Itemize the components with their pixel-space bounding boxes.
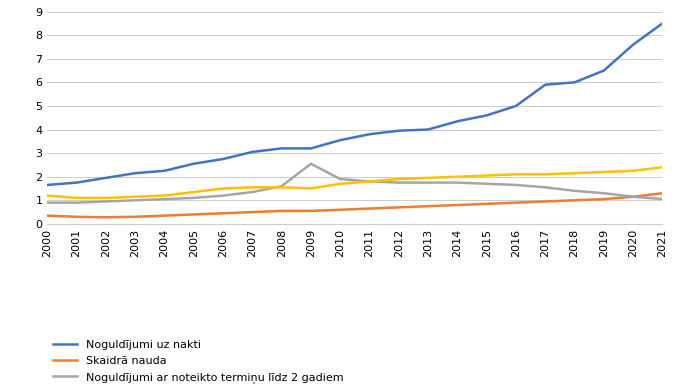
Noguldījumi ar noteikto termiņu līdz 2 gadiem xyxy=(190,196,198,200)
Noguldījumi ar noteikto termiņu līdz 2 gadiem xyxy=(629,195,637,199)
Noguldījumi ar noteikto termiņu līdz 2 gadiem xyxy=(424,180,432,185)
Noguldījumi uz nakti xyxy=(600,68,608,73)
Noguldījumi ar brīdinājuma termiņu par izņemšanu xyxy=(278,185,286,190)
Noguldījumi ar noteikto termiņu līdz 2 gadiem xyxy=(131,198,139,203)
Noguldījumi ar brīdinājuma termiņu par izņemšanu xyxy=(658,165,667,169)
Noguldījumi uz nakti xyxy=(541,82,550,87)
Noguldījumi ar brīdinājuma termiņu par izņemšanu xyxy=(571,171,579,176)
Noguldījumi ar noteikto termiņu līdz 2 gadiem xyxy=(278,184,286,188)
Noguldījumi uz nakti xyxy=(278,146,286,151)
Noguldījumi uz nakti xyxy=(190,161,198,166)
Noguldījumi ar noteikto termiņu līdz 2 gadiem xyxy=(336,177,344,181)
Skaidrā nauda xyxy=(629,195,637,199)
Noguldījumi ar brīdinājuma termiņu par izņemšanu xyxy=(160,193,168,198)
Noguldījumi uz nakti xyxy=(248,150,256,154)
Noguldījumi ar brīdinājuma termiņu par izņemšanu xyxy=(424,176,432,180)
Noguldījumi uz nakti xyxy=(658,21,667,26)
Skaidrā nauda xyxy=(366,206,374,211)
Noguldījumi ar noteikto termiņu līdz 2 gadiem xyxy=(219,193,227,198)
Noguldījumi uz nakti xyxy=(43,183,51,187)
Noguldījumi ar noteikto termiņu līdz 2 gadiem xyxy=(72,200,80,205)
Noguldījumi ar noteikto termiņu līdz 2 gadiem xyxy=(541,185,550,190)
Noguldījumi ar brīdinājuma termiņu par izņemšanu xyxy=(248,185,256,190)
Skaidrā nauda xyxy=(600,197,608,201)
Noguldījumi ar noteikto termiņu līdz 2 gadiem xyxy=(600,191,608,196)
Noguldījumi uz nakti xyxy=(571,80,579,85)
Skaidrā nauda xyxy=(248,210,256,214)
Noguldījumi ar noteikto termiņu līdz 2 gadiem xyxy=(395,180,403,185)
Noguldījumi ar noteikto termiņu līdz 2 gadiem xyxy=(571,188,579,193)
Noguldījumi uz nakti xyxy=(366,132,374,137)
Noguldījumi ar noteikto termiņu līdz 2 gadiem xyxy=(454,180,462,185)
Noguldījumi ar noteikto termiņu līdz 2 gadiem xyxy=(366,179,374,184)
Noguldījumi ar noteikto termiņu līdz 2 gadiem xyxy=(512,183,520,187)
Noguldījumi uz nakti xyxy=(102,176,110,180)
Noguldījumi uz nakti xyxy=(336,138,344,142)
Skaidrā nauda xyxy=(72,215,80,219)
Noguldījumi ar noteikto termiņu līdz 2 gadiem xyxy=(483,181,491,186)
Noguldījumi ar brīdinājuma termiņu par izņemšanu xyxy=(512,172,520,177)
Noguldījumi ar noteikto termiņu līdz 2 gadiem xyxy=(43,200,51,205)
Noguldījumi ar noteikto termiņu līdz 2 gadiem xyxy=(307,161,315,166)
Line: Noguldījumi uz nakti: Noguldījumi uz nakti xyxy=(47,24,662,185)
Skaidrā nauda xyxy=(658,191,667,196)
Noguldījumi uz nakti xyxy=(454,119,462,124)
Skaidrā nauda xyxy=(131,215,139,219)
Skaidrā nauda xyxy=(43,213,51,218)
Noguldījumi ar noteikto termiņu līdz 2 gadiem xyxy=(248,190,256,195)
Noguldījumi uz nakti xyxy=(512,103,520,108)
Noguldījumi ar brīdinājuma termiņu par izņemšanu xyxy=(454,174,462,179)
Skaidrā nauda xyxy=(454,203,462,207)
Noguldījumi ar brīdinājuma termiņu par izņemšanu xyxy=(307,186,315,191)
Noguldījumi ar brīdinājuma termiņu par izņemšanu xyxy=(43,193,51,198)
Noguldījumi uz nakti xyxy=(395,129,403,133)
Skaidrā nauda xyxy=(278,208,286,213)
Noguldījumi ar brīdinājuma termiņu par izņemšanu xyxy=(395,177,403,181)
Noguldījumi uz nakti xyxy=(160,168,168,173)
Line: Skaidrā nauda: Skaidrā nauda xyxy=(47,193,662,217)
Skaidrā nauda xyxy=(219,211,227,215)
Noguldījumi ar noteikto termiņu līdz 2 gadiem xyxy=(102,199,110,204)
Skaidrā nauda xyxy=(571,198,579,203)
Noguldījumi uz nakti xyxy=(307,146,315,151)
Noguldījumi ar brīdinājuma termiņu par izņemšanu xyxy=(366,179,374,184)
Noguldījumi uz nakti xyxy=(424,127,432,132)
Line: Noguldījumi ar noteikto termiņu līdz 2 gadiem: Noguldījumi ar noteikto termiņu līdz 2 g… xyxy=(47,164,662,203)
Noguldījumi ar brīdinājuma termiņu par izņemšanu xyxy=(483,173,491,178)
Noguldījumi ar brīdinājuma termiņu par izņemšanu xyxy=(131,195,139,199)
Noguldījumi ar noteikto termiņu līdz 2 gadiem xyxy=(658,197,667,201)
Skaidrā nauda xyxy=(483,201,491,206)
Legend: Noguldījumi uz nakti, Skaidrā nauda, Noguldījumi ar noteikto termiņu līdz 2 gadi: Noguldījumi uz nakti, Skaidrā nauda, Nog… xyxy=(53,340,372,386)
Noguldījumi ar brīdinājuma termiņu par izņemšanu xyxy=(219,186,227,191)
Skaidrā nauda xyxy=(336,207,344,212)
Skaidrā nauda xyxy=(190,212,198,217)
Noguldījumi ar brīdinājuma termiņu par izņemšanu xyxy=(541,172,550,177)
Noguldījumi ar brīdinājuma termiņu par izņemšanu xyxy=(190,190,198,195)
Noguldījumi uz nakti xyxy=(219,157,227,161)
Skaidrā nauda xyxy=(512,200,520,205)
Noguldījumi ar brīdinājuma termiņu par izņemšanu xyxy=(600,170,608,174)
Noguldījumi ar brīdinājuma termiņu par izņemšanu xyxy=(629,168,637,173)
Skaidrā nauda xyxy=(307,208,315,213)
Noguldījumi ar brīdinājuma termiņu par izņemšanu xyxy=(72,196,80,200)
Noguldījumi ar noteikto termiņu līdz 2 gadiem xyxy=(160,197,168,201)
Noguldījumi uz nakti xyxy=(483,113,491,118)
Line: Noguldījumi ar brīdinājuma termiņu par izņemšanu: Noguldījumi ar brīdinājuma termiņu par i… xyxy=(47,167,662,198)
Skaidrā nauda xyxy=(541,199,550,204)
Noguldījumi uz nakti xyxy=(72,180,80,185)
Noguldījumi ar brīdinājuma termiņu par izņemšanu xyxy=(102,196,110,200)
Noguldījumi ar brīdinājuma termiņu par izņemšanu xyxy=(336,181,344,186)
Skaidrā nauda xyxy=(102,215,110,220)
Noguldījumi uz nakti xyxy=(629,42,637,47)
Skaidrā nauda xyxy=(395,205,403,210)
Skaidrā nauda xyxy=(160,213,168,218)
Skaidrā nauda xyxy=(424,204,432,208)
Noguldījumi uz nakti xyxy=(131,171,139,176)
